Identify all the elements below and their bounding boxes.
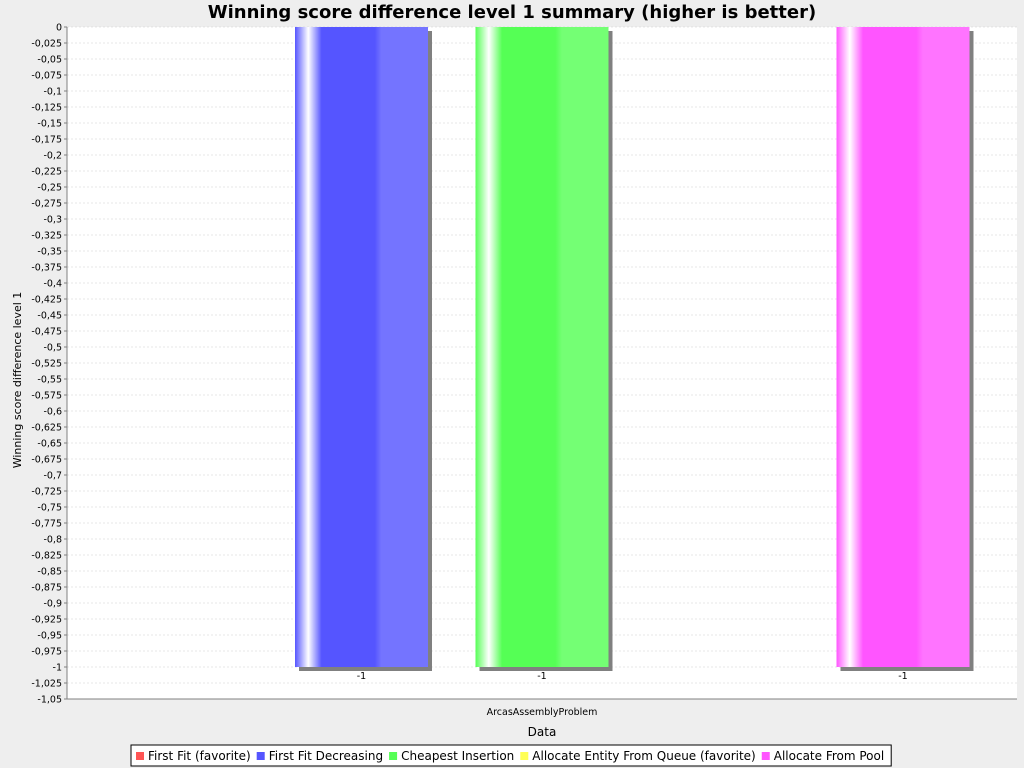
y-tick-label: -0,175 — [31, 135, 62, 146]
bar-first-fit-decreasing — [295, 27, 428, 667]
y-tick-label: 0 — [56, 23, 62, 34]
y-tick-label: -0,475 — [31, 327, 62, 338]
y-tick-label: -1 — [53, 663, 62, 674]
y-tick-label: -0,725 — [31, 487, 62, 498]
legend-label: First Fit (favorite) — [148, 749, 251, 763]
y-tick-label: -0,7 — [43, 471, 62, 482]
bar-value-label: -1 — [357, 671, 366, 682]
legend-label: Allocate Entity From Queue (favorite) — [532, 749, 755, 763]
y-axis-label: Winning score difference level 1 — [11, 292, 24, 469]
bar-value-label: -1 — [898, 671, 907, 682]
legend-swatch — [761, 752, 770, 760]
y-tick-label: -0,825 — [31, 551, 62, 562]
y-tick-label: -0,375 — [31, 263, 62, 274]
y-tick-label: -0,85 — [37, 567, 62, 578]
y-tick-label: -0,775 — [31, 519, 62, 530]
x-category-label: ArcasAssemblyProblem — [487, 707, 598, 718]
y-tick-label: -0,55 — [37, 375, 62, 386]
y-tick-label: -0,875 — [31, 583, 62, 594]
y-tick-label: -0,525 — [31, 359, 62, 370]
y-tick-label: -0,8 — [43, 535, 62, 546]
y-tick-label: -0,25 — [37, 183, 62, 194]
y-tick-label: -0,225 — [31, 167, 62, 178]
bars: -1 -1 -1 — [295, 27, 974, 682]
bar-value-label: -1 — [537, 671, 546, 682]
legend-label: First Fit Decreasing — [269, 749, 383, 763]
y-tick-label: -0,65 — [37, 439, 62, 450]
y-tick-label: -0,75 — [37, 503, 62, 514]
x-axis-categories: ArcasAssemblyProblem — [487, 707, 598, 718]
y-tick-label: -0,575 — [31, 391, 62, 402]
y-tick-label: -0,3 — [43, 215, 62, 226]
y-tick-label: -1,025 — [31, 679, 62, 690]
y-tick-label: -0,325 — [31, 231, 62, 242]
y-axis-ticks: 0 -0,025 -0,05 -0,075 -0,1 -0,125 -0,15 -0,175 -… — [31, 23, 67, 706]
y-tick-label: -0,6 — [43, 407, 62, 418]
y-tick-label: -0,4 — [43, 279, 62, 290]
y-tick-label: -0,025 — [31, 39, 62, 50]
y-tick-label: -0,05 — [37, 55, 62, 66]
y-tick-label: -0,075 — [31, 71, 62, 82]
y-tick-label: -0,5 — [43, 343, 62, 354]
legend-swatch — [256, 752, 265, 760]
y-tick-label: -0,125 — [31, 103, 62, 114]
chart-title: Winning score difference level 1 summary… — [208, 2, 816, 23]
y-tick-label: -0,9 — [43, 599, 62, 610]
y-tick-label: -0,925 — [31, 615, 62, 626]
bar-allocate-from-pool — [836, 27, 970, 667]
y-tick-label: -0,15 — [37, 119, 62, 130]
y-tick-label: -0,1 — [43, 87, 62, 98]
legend-box — [130, 744, 892, 767]
y-tick-label: -0,425 — [31, 295, 62, 306]
y-tick-label: -0,675 — [31, 455, 62, 466]
legend-swatch — [520, 752, 529, 760]
y-tick-label: -0,975 — [31, 647, 62, 658]
legend-label: Cheapest Insertion — [401, 749, 514, 763]
legend-swatch — [389, 752, 398, 760]
bar-cheapest-insertion — [475, 27, 609, 667]
y-tick-label: -0,625 — [31, 423, 62, 434]
y-tick-label: -0,95 — [37, 631, 62, 642]
y-tick-label: -0,45 — [37, 311, 62, 322]
y-tick-label: -0,2 — [43, 151, 62, 162]
legend: First Fit (favorite) First Fit Decreasing… — [136, 749, 884, 763]
y-tick-label: -0,275 — [31, 199, 62, 210]
legend-swatch — [136, 752, 144, 760]
legend-label: Allocate From Pool — [774, 749, 884, 763]
x-axis-label: Data — [528, 725, 557, 739]
y-tick-label: -0,35 — [37, 247, 62, 258]
y-tick-label: -1,05 — [37, 695, 62, 706]
